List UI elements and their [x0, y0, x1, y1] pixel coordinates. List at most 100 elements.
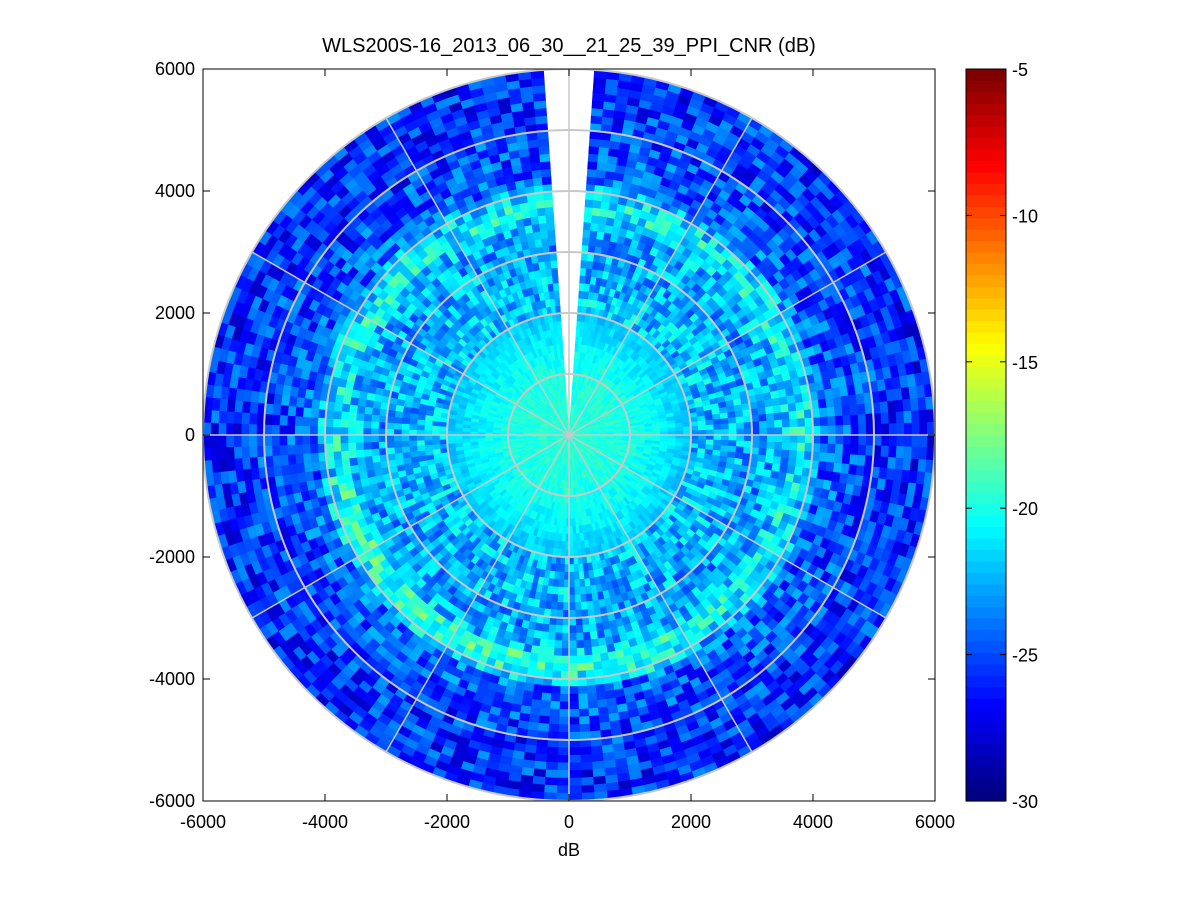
heat-cell	[765, 413, 775, 422]
heat-cell	[590, 745, 603, 755]
heat-cell	[817, 398, 828, 410]
heat-cell	[911, 422, 921, 436]
heat-cell	[534, 753, 548, 763]
heat-cell	[734, 410, 744, 418]
heat-cell	[563, 579, 570, 588]
heat-cell	[568, 693, 579, 703]
heat-cell	[850, 434, 860, 446]
heat-cell	[774, 441, 783, 451]
heat-cell	[720, 423, 730, 431]
heat-cell	[919, 422, 928, 436]
heat-cell	[919, 434, 928, 448]
heat-cell	[575, 632, 584, 642]
heat-cell	[879, 401, 889, 414]
heat-cell	[560, 648, 570, 657]
heat-cell	[568, 663, 578, 672]
heat-cell	[586, 176, 597, 186]
heat-cell	[568, 571, 575, 581]
heat-cell	[598, 644, 608, 655]
heat-cell	[865, 424, 875, 436]
heat-cell	[888, 411, 898, 425]
heat-cell	[797, 426, 806, 436]
heat-cell	[578, 708, 590, 718]
heat-cell	[911, 434, 921, 448]
heat-cell	[562, 594, 570, 604]
heat-cell	[834, 443, 844, 455]
heat-cell	[562, 609, 570, 619]
heat-cell	[713, 434, 722, 441]
heat-cell	[644, 428, 654, 433]
heat-cell	[585, 593, 593, 603]
heat-cell	[572, 541, 578, 550]
heat-cell	[780, 456, 790, 467]
heat-cell	[558, 716, 570, 726]
heat-cell	[786, 394, 796, 405]
heat-cell	[697, 425, 707, 431]
heat-cell	[720, 417, 730, 425]
heat-cell	[554, 624, 563, 634]
heat-cell	[582, 229, 591, 239]
heat-cell	[835, 434, 844, 445]
heat-cell	[797, 434, 806, 444]
heat-cell	[758, 420, 768, 429]
heat-cell	[531, 775, 546, 786]
heat-cell	[531, 783, 545, 793]
heat-cell	[560, 655, 570, 665]
heat-cell	[561, 632, 570, 642]
heat-cell	[857, 413, 867, 426]
heat-cell	[727, 417, 737, 425]
heat-cell	[532, 683, 544, 694]
heat-cell	[587, 707, 599, 717]
heat-cell	[909, 458, 920, 473]
heat-cell	[736, 428, 745, 436]
heat-cell	[780, 411, 790, 421]
heat-cell	[537, 646, 548, 656]
heat-cell	[735, 416, 745, 424]
heat-cell	[555, 792, 570, 801]
heat-cell	[842, 424, 852, 436]
heat-cell	[774, 434, 783, 443]
heat-cell	[568, 617, 577, 626]
heat-cell	[590, 638, 600, 648]
heat-cell	[795, 401, 805, 412]
heat-cell	[819, 416, 829, 427]
heat-cell	[568, 609, 576, 619]
heat-cell	[580, 769, 594, 779]
heat-cell	[579, 746, 592, 756]
heat-cell	[576, 647, 585, 657]
heat-cell	[559, 693, 570, 703]
heat-cell	[573, 563, 579, 573]
heat-cell	[758, 413, 768, 423]
heat-cell	[580, 601, 588, 611]
heat-cell	[834, 415, 844, 427]
heat-cell	[764, 405, 775, 415]
heat-cell	[820, 434, 829, 445]
heat-cell	[568, 777, 582, 787]
heat-cell	[581, 624, 591, 634]
heat-cell	[579, 754, 593, 764]
heat-cell	[917, 397, 927, 411]
heat-cell	[675, 426, 684, 432]
heat-cell	[568, 769, 582, 779]
heat-cell	[804, 426, 814, 436]
heat-cell	[591, 99, 605, 110]
heat-cell	[789, 426, 799, 436]
heat-cell	[795, 458, 805, 469]
heat-cell	[558, 731, 570, 741]
heat-cell	[544, 654, 554, 664]
heat-cell	[568, 708, 580, 718]
heat-cell	[527, 721, 540, 732]
heat-cell	[546, 746, 559, 756]
heat-cell	[765, 448, 775, 457]
heat-cell	[812, 425, 821, 436]
heat-cell	[713, 424, 722, 431]
heat-cell	[574, 601, 582, 611]
heat-cell	[855, 393, 866, 406]
heat-cell	[576, 662, 586, 672]
heat-cell	[560, 670, 570, 680]
heat-cell	[548, 708, 560, 718]
heat-cell	[705, 429, 715, 436]
heat-cell	[835, 425, 844, 436]
heat-cell	[590, 753, 604, 763]
heat-cell	[544, 776, 558, 786]
